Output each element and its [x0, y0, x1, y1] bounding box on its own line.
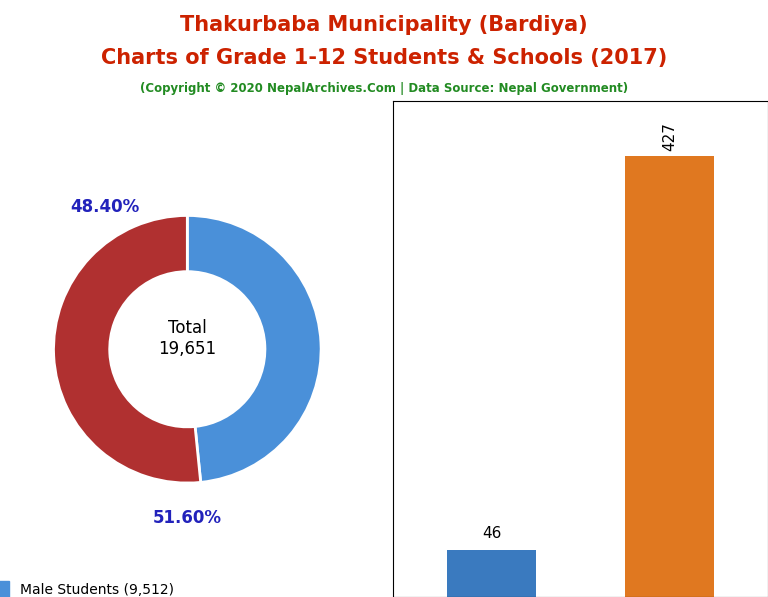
Text: 427: 427 — [662, 122, 677, 151]
Legend: Male Students (9,512), Female Students (10,139): Male Students (9,512), Female Students (… — [0, 581, 200, 597]
Text: (Copyright © 2020 NepalArchives.Com | Data Source: Nepal Government): (Copyright © 2020 NepalArchives.Com | Da… — [140, 82, 628, 96]
Text: 46: 46 — [482, 526, 502, 541]
Wedge shape — [54, 216, 200, 483]
Text: 48.40%: 48.40% — [71, 198, 140, 216]
Wedge shape — [187, 216, 321, 482]
Text: Total
19,651: Total 19,651 — [158, 319, 217, 358]
Text: 51.60%: 51.60% — [153, 509, 222, 527]
Bar — [447, 549, 536, 597]
Bar — [625, 156, 714, 597]
Text: Charts of Grade 1-12 Students & Schools (2017): Charts of Grade 1-12 Students & Schools … — [101, 48, 667, 68]
Text: Thakurbaba Municipality (Bardiya): Thakurbaba Municipality (Bardiya) — [180, 15, 588, 35]
